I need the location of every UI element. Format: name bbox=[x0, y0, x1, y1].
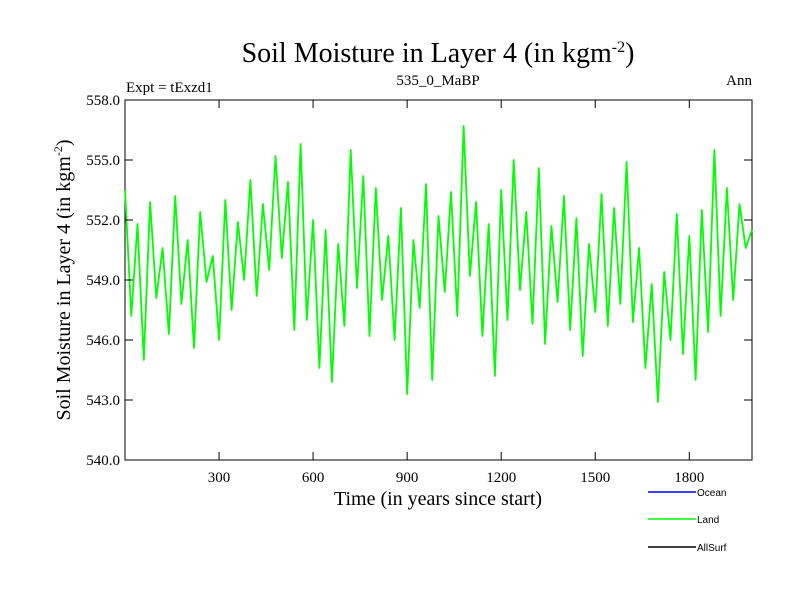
y-tick-label: 543.0 bbox=[86, 393, 120, 409]
legend: Ocean Land AllSurf bbox=[648, 488, 727, 554]
y-tick-label: 552.0 bbox=[86, 213, 120, 229]
y-tick-label: 555.0 bbox=[86, 153, 120, 169]
subtitle-right: Ann bbox=[726, 73, 752, 89]
y-tick-label: 546.0 bbox=[86, 333, 120, 349]
x-tick-label: 1800 bbox=[674, 470, 704, 486]
x-axis: 300 600 900 1200 1500 1800 bbox=[208, 100, 704, 486]
legend-label-allsurf: AllSurf bbox=[697, 543, 727, 554]
chart-title: Soil Moisture in Layer 4 (in kgm-2) bbox=[242, 38, 635, 69]
x-tick-label: 600 bbox=[302, 470, 325, 486]
x-tick-label: 1500 bbox=[580, 470, 610, 486]
legend-label-land: Land bbox=[697, 515, 719, 526]
series-line-land bbox=[124, 125, 753, 403]
y-axis: 540.0 543.0 546.0 549.0 552.0 555.0 558.0 bbox=[86, 93, 752, 469]
subtitle-left: Expt = tExzd1 bbox=[126, 80, 213, 96]
y-tick-label: 558.0 bbox=[86, 93, 120, 109]
legend-label-ocean: Ocean bbox=[697, 488, 726, 499]
x-tick-label: 900 bbox=[396, 470, 419, 486]
x-tick-label: 1200 bbox=[486, 470, 516, 486]
series-layer bbox=[124, 125, 753, 403]
subtitle-center: 535_0_MaBP bbox=[396, 73, 479, 89]
y-axis-label: Soil Moisture in Layer 4 (in kgm-2) bbox=[51, 139, 75, 420]
plot-frame bbox=[124, 99, 753, 461]
y-tick-label: 540.0 bbox=[86, 453, 120, 469]
x-tick-label: 300 bbox=[208, 470, 231, 486]
y-tick-label: 549.0 bbox=[86, 273, 120, 289]
x-axis-label: Time (in years since start) bbox=[334, 488, 542, 510]
